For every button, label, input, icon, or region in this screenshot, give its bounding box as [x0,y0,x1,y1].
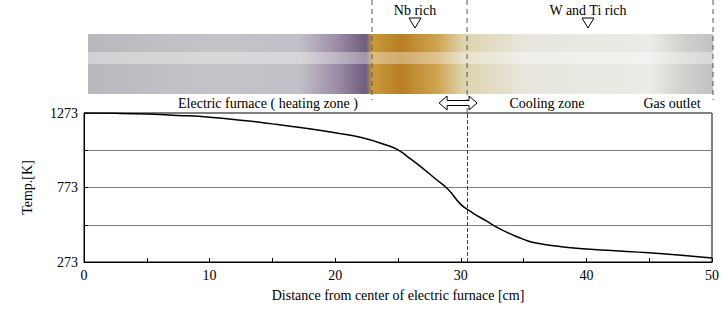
svg-text:0: 0 [81,268,88,283]
svg-text:273: 273 [57,255,78,270]
svg-text:Cooling zone: Cooling zone [509,96,584,111]
svg-text:Gas outlet: Gas outlet [643,96,700,111]
svg-text:773: 773 [57,180,78,195]
svg-text:Temp.[K]: Temp.[K] [20,160,35,215]
svg-text:W and Ti rich: W and Ti rich [549,3,626,18]
svg-text:50: 50 [705,268,719,283]
svg-text:40: 40 [579,268,593,283]
svg-text:1273: 1273 [50,106,78,121]
svg-text:30: 30 [454,268,468,283]
svg-text:20: 20 [328,268,342,283]
svg-text:Electric furnace ( heating zon: Electric furnace ( heating zone ) [178,96,358,112]
svg-text:Nb rich: Nb rich [394,3,436,18]
svg-text:Distance from center of electr: Distance from center of electric furnace… [272,288,525,303]
svg-text:10: 10 [203,268,217,283]
